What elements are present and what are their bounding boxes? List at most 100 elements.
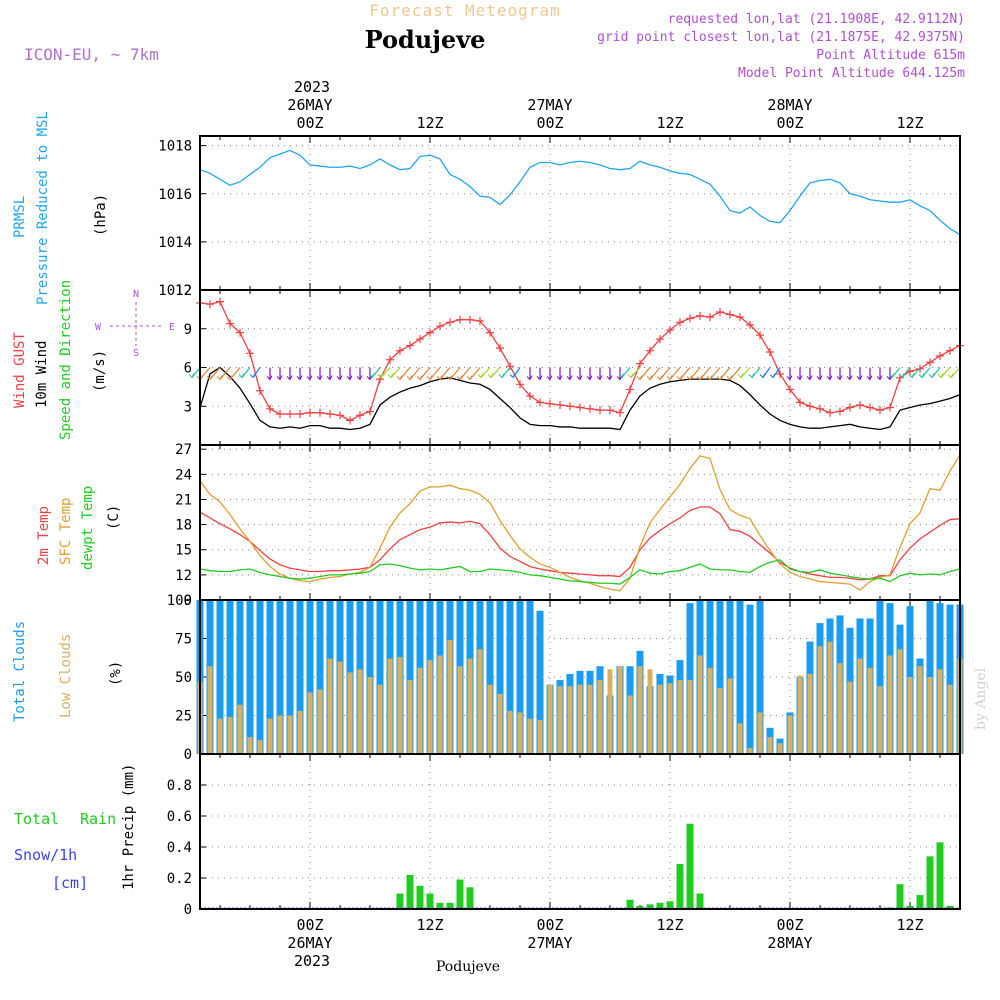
top-time-label: 00Z [296,114,323,132]
wind-arrow-head [456,375,463,381]
pressure-ytick-label: 1014 [158,235,192,251]
low-cloud-bar [787,715,793,754]
gust-point [786,385,794,394]
gust-point [466,315,474,324]
gust-point [306,408,314,417]
compass-s: S [133,348,139,359]
top-date-label: 27MAY [527,96,572,114]
low-cloud-bar [627,695,633,754]
wind-arrow-head [836,375,843,381]
low-cloud-bar [697,655,703,754]
wind-arrow-head [759,373,766,379]
pressure-unit-label: (hPa) [93,194,109,236]
gust-point [746,320,754,329]
dewpt-temp-line [199,558,961,585]
wind-arrow-head [618,373,625,379]
wind-direction-arrow [649,367,661,380]
low-cloud-bar [277,715,283,754]
wind-direction-arrow [639,367,651,380]
wind-10m-label: 10m Wind [34,341,50,408]
total-cloud-bar [716,600,724,754]
low-cloud-bar [347,672,353,754]
low-cloud-bar [237,704,243,754]
wind-arrow-head [266,375,273,381]
requested-coords: requested lon,lat (21.1908E, 42.9112N) [668,12,965,27]
wind-arrow-head [368,373,375,379]
wind-direction-arrow [940,367,951,378]
low-cloud-bar [437,655,443,754]
panels: 1012 1014 1016 1018 3 6 9 12 9 12 15 18 21 24 27 0 25 50 7… [158,135,964,918]
gust-point [536,398,544,407]
total-cloud-bar [516,600,524,754]
temp-panel-labels: 2m Temp SFC Temp dewpt Temp (C) [36,486,122,570]
low-cloud-bar [777,743,783,754]
10m-wind-line [199,366,961,431]
wind-direction-arrow [659,367,671,380]
gust-point [926,358,934,367]
temp-ytick-label: 24 [175,467,192,483]
wind-panel: 3 6 9 12 [175,283,964,446]
wind-direction-arrow [669,367,681,380]
gust-point [716,307,724,316]
precip-bar [666,901,674,909]
gust-point [656,335,664,344]
wind-direction-arrow [729,367,741,380]
low-cloud-bar [757,712,763,754]
low-cloud-bar [397,656,403,754]
low-cloud-bar [247,737,253,754]
wind-ytick-label: 12 [175,283,192,299]
total-cloud-bar [726,600,734,754]
low-cloud-bar [557,686,563,754]
temp-sfc-label: SFC Temp [58,498,74,565]
wind-arrow-head [426,375,433,381]
precip-ytick-label: 0.2 [167,871,192,887]
precip-bar [406,874,414,909]
wind-arrow-head [316,375,323,381]
wind-arrow-head [908,373,915,379]
wind-direction-arrow [689,367,701,380]
low-cloud-bar [577,684,583,754]
low-cloud-bar [517,712,523,754]
total-cloud-bar [246,600,254,754]
precip-rain-label: Rain [80,810,116,828]
wind-arrow-head [296,375,303,381]
gust-point [516,380,524,389]
pressure-ytick-label: 1016 [158,187,192,203]
low-cloud-bar [617,666,623,754]
location-title: Podujeve [365,25,486,54]
pressure-desc-label: Pressure Reduced to MSL [35,111,51,305]
wind-arrow-head [556,375,563,381]
gust-point [406,341,414,350]
precip-bar [436,902,444,909]
wind-arrow-head [509,373,516,379]
wind-arrow-head [326,375,333,381]
precip-bar [926,856,934,909]
wind-arrow-head [769,373,776,379]
model-point-altitude: Model Point Altitude 644.125m [738,66,965,81]
low-cloud-bar [597,680,603,754]
wind-arrow-head [656,375,663,381]
low-cloud-bar [767,737,773,754]
low-cloud-bar [857,658,863,754]
pressure-panel-labels: PRMSL Pressure Reduced to MSL (hPa) [12,111,109,305]
precip-ytick-label: 0.8 [167,778,192,794]
gust-point [936,351,944,360]
total-cloud-bar [406,600,414,754]
temp-2m-label: 2m Temp [36,506,52,565]
low-cloud-bar [457,666,463,754]
wind-unit-label: (m/s) [92,350,108,392]
wind-direction-arrow [950,367,961,378]
gust-point [336,411,344,420]
wind-gust-label: Wind GUST [12,332,28,408]
temp-ytick-label: 21 [175,492,192,508]
wind-direction-arrow [449,367,461,380]
clouds-ytick-label: 0 [184,747,192,763]
low-cloud-bar [907,677,913,754]
wind-direction-arrow [380,367,391,378]
precip-bar [446,902,454,909]
top-time-label: 12Z [416,114,443,132]
low-cloud-bar [927,677,933,754]
low-cloud-bar [467,658,473,754]
gust-point [386,355,394,364]
precip-plot-area [200,754,960,909]
